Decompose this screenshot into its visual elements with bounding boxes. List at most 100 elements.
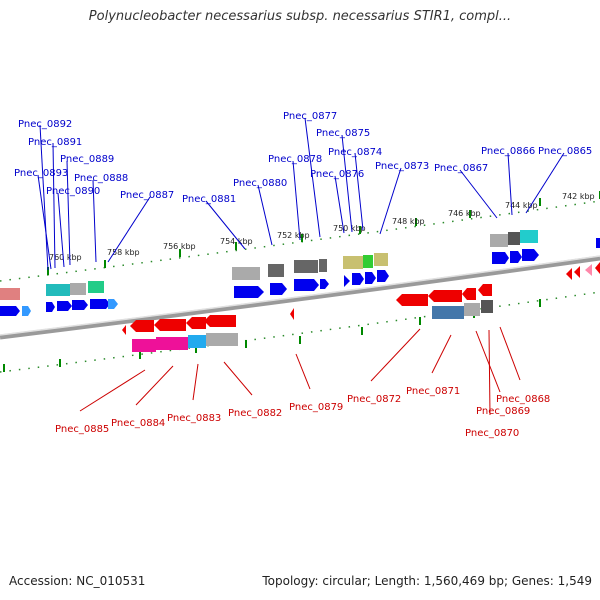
- gene-block[interactable]: [490, 234, 508, 247]
- gene-label-top[interactable]: Pnec_0867: [434, 163, 488, 174]
- gene-label-top[interactable]: Pnec_0889: [60, 154, 114, 165]
- scale-tick-label: 748 kbp: [392, 217, 425, 226]
- scale-tick-labels: 760 kbp 758 kbp 756 kbp 754 kbp 752 kbp 750 k…: [49, 192, 595, 262]
- gene-label-top[interactable]: Pnec_0890: [46, 186, 100, 197]
- top-strand-genes[interactable]: [0, 230, 600, 316]
- gene-arrow[interactable]: [585, 264, 592, 276]
- gene-block[interactable]: [432, 306, 464, 319]
- gene-arrow[interactable]: [344, 275, 350, 287]
- gene-block[interactable]: [188, 335, 206, 348]
- gene-label-top[interactable]: Pnec_0877: [283, 111, 337, 122]
- leader-line: [205, 200, 246, 250]
- gene-block[interactable]: [46, 284, 70, 296]
- bottom-strand-genes[interactable]: [122, 262, 600, 352]
- gene-arrow[interactable]: [365, 272, 376, 284]
- gene-labels[interactable]: Pnec_0892 Pnec_0891 Pnec_0893 Pnec_0889 Pnec…: [14, 111, 592, 439]
- gene-arrow[interactable]: [72, 300, 88, 310]
- leader-line: [192, 363, 199, 401]
- gene-block[interactable]: [206, 333, 238, 346]
- gene-label-top[interactable]: Pnec_0865: [538, 146, 592, 157]
- leader-line: [295, 353, 311, 390]
- gene-block[interactable]: [268, 264, 284, 277]
- gene-block[interactable]: [464, 303, 480, 316]
- gene-block[interactable]: [294, 260, 318, 273]
- leader-line: [525, 152, 565, 214]
- gene-arrow[interactable]: [294, 279, 319, 291]
- gene-label-top[interactable]: Pnec_0866: [481, 146, 535, 157]
- gene-label-top[interactable]: Pnec_0876: [310, 169, 364, 180]
- gene-arrow[interactable]: [428, 290, 462, 302]
- gene-arrow[interactable]: [596, 238, 600, 248]
- gene-label-top[interactable]: Pnec_0893: [14, 168, 68, 179]
- scale-tick-label: 742 kbp: [562, 192, 595, 201]
- gene-arrow[interactable]: [574, 266, 580, 278]
- gene-block[interactable]: [481, 300, 493, 313]
- gene-arrow[interactable]: [566, 268, 572, 280]
- gene-block[interactable]: [343, 256, 363, 269]
- gene-block[interactable]: [70, 283, 86, 295]
- gene-label-bottom[interactable]: Pnec_0884: [111, 418, 165, 429]
- gene-label-bottom[interactable]: Pnec_0870: [465, 428, 519, 439]
- gene-arrow[interactable]: [90, 299, 110, 309]
- gene-label-bottom[interactable]: Pnec_0885: [55, 424, 109, 435]
- gene-arrow[interactable]: [352, 273, 364, 285]
- gene-block[interactable]: [156, 337, 188, 350]
- leader-line: [488, 329, 491, 416]
- gene-arrow[interactable]: [478, 284, 492, 296]
- gene-label-top[interactable]: Pnec_0888: [74, 173, 128, 184]
- gene-label-bottom[interactable]: Pnec_0882: [228, 408, 282, 419]
- gene-arrow[interactable]: [320, 279, 329, 289]
- gene-label-top[interactable]: Pnec_0875: [316, 128, 370, 139]
- label-leader-lines: [37, 117, 565, 416]
- gene-arrow[interactable]: [57, 301, 72, 311]
- leader-line: [475, 330, 501, 393]
- gene-label-top[interactable]: Pnec_0892: [18, 119, 72, 130]
- gene-arrow[interactable]: [108, 299, 118, 309]
- gene-label-top[interactable]: Pnec_0891: [28, 137, 82, 148]
- gene-label-top[interactable]: Pnec_0878: [268, 154, 322, 165]
- leader-line: [57, 192, 65, 268]
- gene-label-bottom[interactable]: Pnec_0879: [289, 402, 343, 413]
- gene-arrow[interactable]: [234, 286, 264, 298]
- gene-block[interactable]: [88, 281, 104, 293]
- leader-line: [37, 174, 52, 270]
- gene-arrow[interactable]: [204, 315, 236, 327]
- leader-line: [66, 160, 71, 266]
- gene-arrow[interactable]: [154, 319, 186, 331]
- gene-arrow[interactable]: [130, 320, 154, 332]
- gene-arrow[interactable]: [46, 302, 55, 312]
- gene-arrow[interactable]: [377, 270, 389, 282]
- gene-block[interactable]: [508, 232, 520, 245]
- gene-arrow[interactable]: [492, 252, 509, 264]
- gene-label-top[interactable]: Pnec_0887: [120, 190, 174, 201]
- gene-arrow[interactable]: [510, 251, 522, 263]
- gene-arrow[interactable]: [122, 325, 126, 335]
- gene-block[interactable]: [374, 253, 388, 266]
- gene-block[interactable]: [319, 259, 327, 272]
- gene-arrow[interactable]: [290, 308, 294, 320]
- gene-label-bottom[interactable]: Pnec_0871: [406, 386, 460, 397]
- gene-block[interactable]: [132, 339, 156, 352]
- gene-arrow[interactable]: [396, 294, 428, 306]
- gene-label-bottom[interactable]: Pnec_0868: [496, 394, 550, 405]
- scale-tick-label: 758 kbp: [107, 248, 140, 257]
- gene-label-bottom[interactable]: Pnec_0869: [476, 406, 530, 417]
- gene-label-top[interactable]: Pnec_0873: [375, 161, 429, 172]
- gene-arrow[interactable]: [522, 249, 539, 261]
- gene-label-top[interactable]: Pnec_0874: [328, 147, 382, 158]
- gene-label-top[interactable]: Pnec_0880: [233, 178, 287, 189]
- gene-block[interactable]: [363, 255, 373, 268]
- gene-label-bottom[interactable]: Pnec_0872: [347, 394, 401, 405]
- gene-arrow[interactable]: [462, 288, 476, 300]
- gene-block[interactable]: [0, 288, 20, 300]
- gene-label-bottom[interactable]: Pnec_0883: [167, 413, 221, 424]
- gene-arrow[interactable]: [0, 306, 20, 316]
- gene-label-top[interactable]: Pnec_0881: [182, 194, 236, 205]
- gene-arrow[interactable]: [186, 317, 206, 329]
- gene-block[interactable]: [232, 267, 260, 280]
- gene-arrow[interactable]: [595, 262, 600, 274]
- gene-block[interactable]: [520, 230, 538, 243]
- gene-arrow[interactable]: [22, 306, 31, 316]
- gene-arrow[interactable]: [270, 283, 287, 295]
